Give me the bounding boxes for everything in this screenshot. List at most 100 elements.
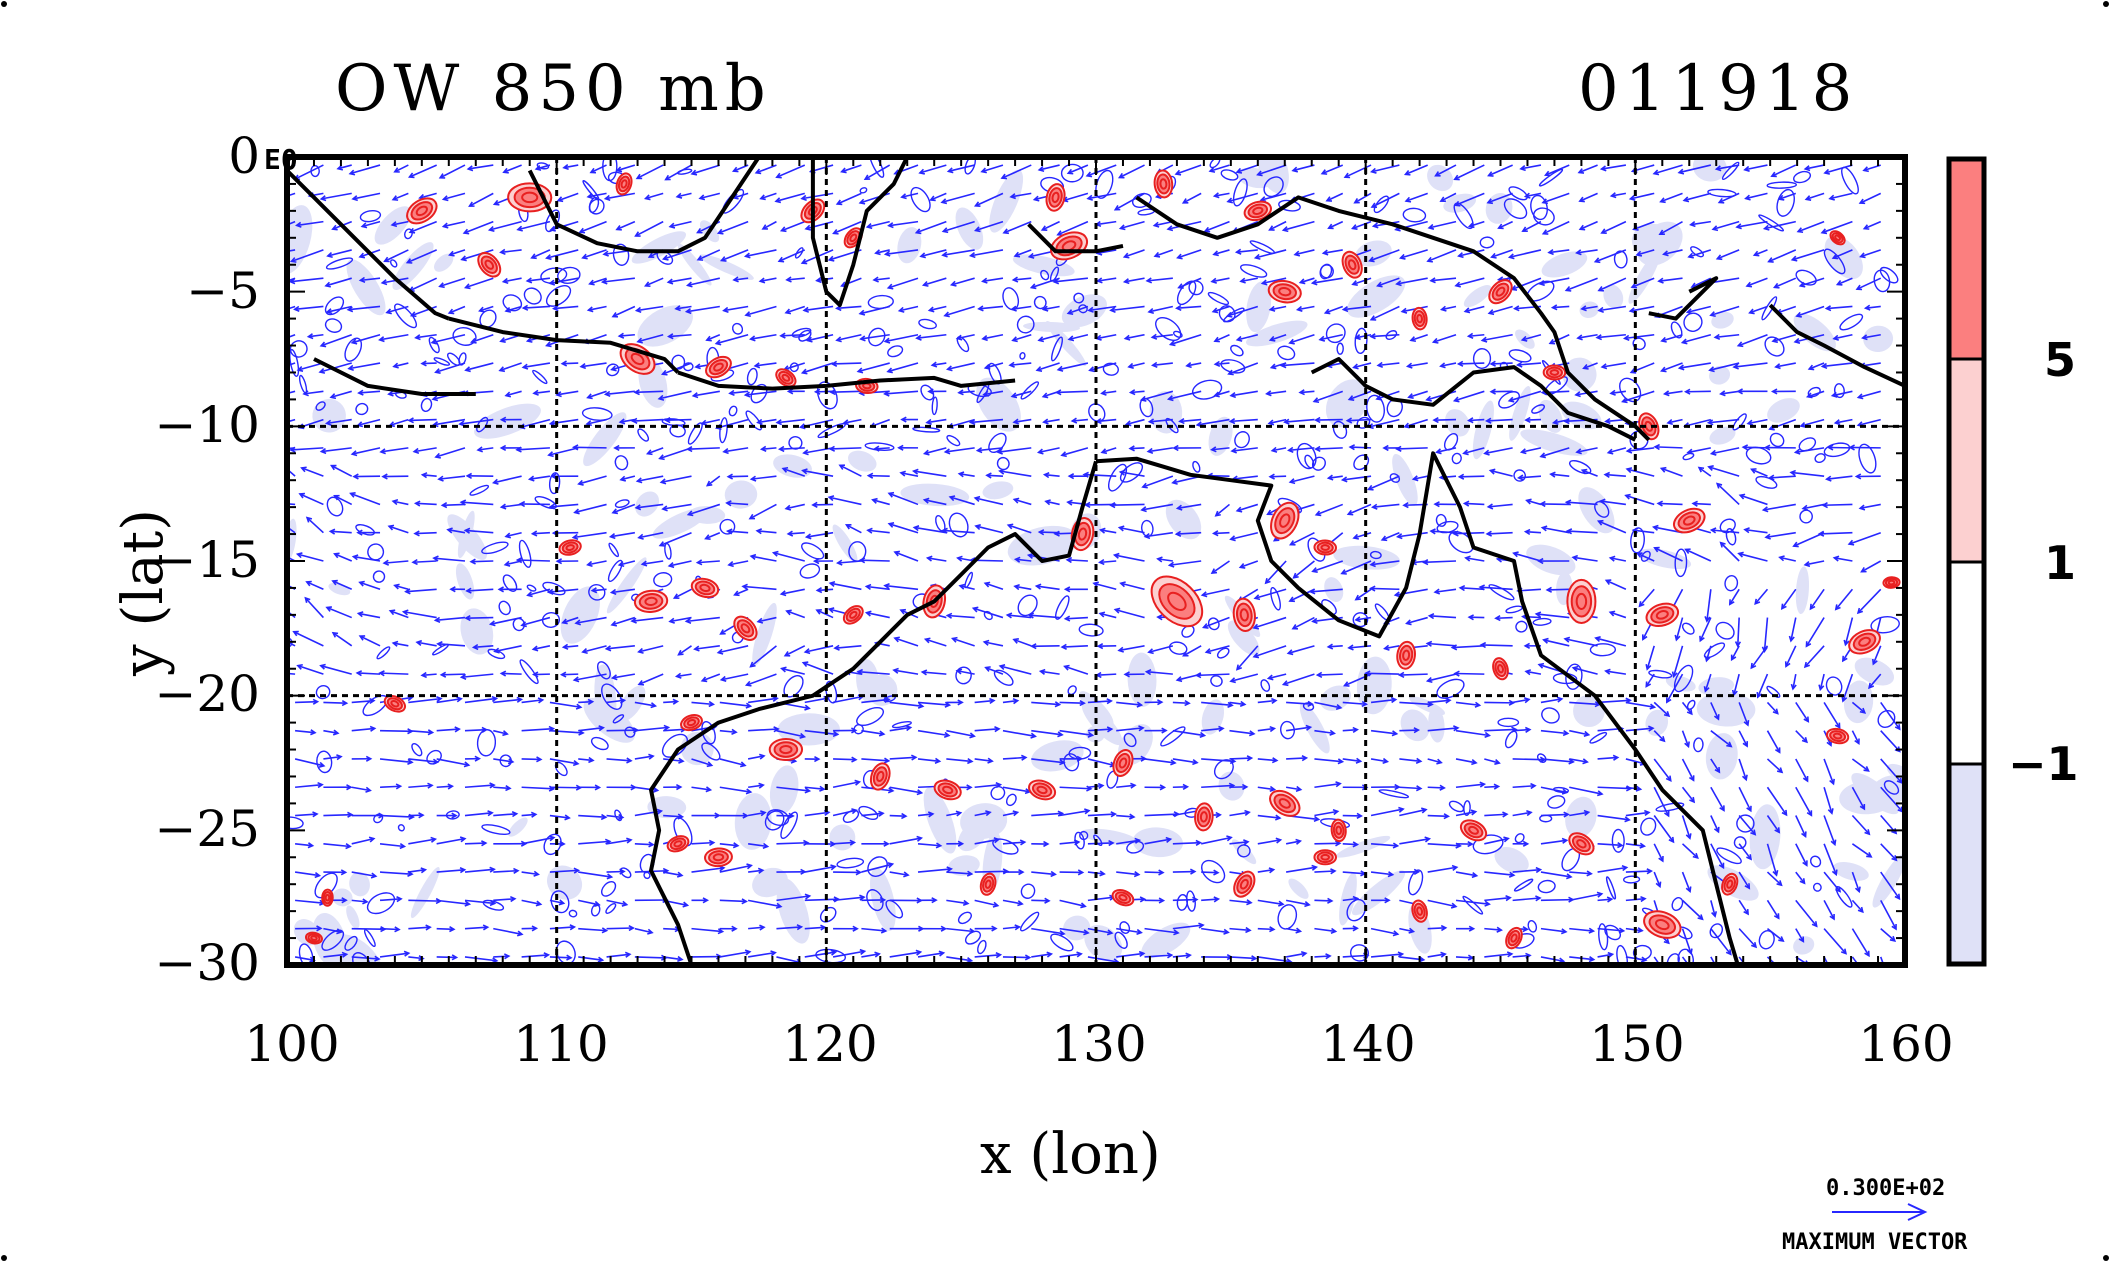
wind-vector xyxy=(830,360,862,367)
wind-vector xyxy=(918,164,947,175)
negative-contour xyxy=(487,648,506,660)
negative-contour xyxy=(1870,616,1900,634)
positive-vorticity-blob xyxy=(1672,507,1706,534)
wind-vector xyxy=(1706,418,1740,426)
wind-vector xyxy=(1455,871,1479,879)
wind-vector xyxy=(1519,447,1542,455)
wind-vector xyxy=(883,249,919,257)
wind-vector xyxy=(1054,389,1088,396)
wind-vector xyxy=(287,192,296,197)
wind-vector xyxy=(1174,530,1202,537)
wind-vector xyxy=(1380,531,1400,542)
wind-vector xyxy=(1609,192,1627,199)
wind-vector xyxy=(1147,645,1174,655)
coastline xyxy=(1648,276,1719,321)
negative-contour xyxy=(867,856,888,877)
wind-vector xyxy=(351,836,376,845)
wind-vector xyxy=(1096,643,1117,650)
wind-vector xyxy=(408,812,425,819)
colorbar-weak-positive xyxy=(1947,357,1986,564)
wind-vector xyxy=(1831,249,1853,260)
negative-shade-patch xyxy=(1046,320,1087,366)
wind-vector xyxy=(691,700,716,708)
wind-vector xyxy=(1321,249,1343,256)
wind-vector xyxy=(1229,783,1249,791)
negative-contour xyxy=(526,584,537,592)
wind-vector xyxy=(1483,447,1513,456)
wind-vector xyxy=(719,925,738,932)
wind-vector xyxy=(586,305,607,313)
wind-vector xyxy=(606,899,629,907)
negative-shade-patch xyxy=(346,905,360,929)
wind-vector xyxy=(1168,333,1202,347)
negative-contour xyxy=(1513,469,1526,482)
wind-vector xyxy=(464,755,481,762)
negative-contour xyxy=(1168,641,1188,655)
wind-vector xyxy=(1059,869,1085,876)
negative-contour xyxy=(314,872,338,899)
wind-vector xyxy=(1599,164,1627,172)
negative-contour xyxy=(512,617,526,632)
wind-vector xyxy=(1229,926,1252,934)
negative-contour xyxy=(964,157,976,175)
negative-contour xyxy=(596,661,611,680)
wind-vector xyxy=(1862,220,1882,230)
wind-vector xyxy=(1851,899,1864,914)
wind-vector xyxy=(1229,839,1250,846)
wind-vector xyxy=(1175,304,1202,312)
positive-vorticity-blob xyxy=(383,694,407,713)
negative-contour xyxy=(1139,397,1154,418)
negative-contour xyxy=(624,726,636,738)
negative-contour xyxy=(1793,170,1812,184)
positive-vorticity-blob xyxy=(1112,749,1134,777)
wind-vector xyxy=(1172,783,1190,791)
negative-contour xyxy=(1761,296,1778,321)
negative-contour xyxy=(664,542,672,560)
wind-vector xyxy=(1087,927,1114,936)
negative-contour xyxy=(1160,726,1186,747)
negative-contour xyxy=(1479,236,1495,249)
negative-contour xyxy=(1218,305,1236,323)
wind-vector xyxy=(1038,668,1060,675)
wind-vector xyxy=(1166,390,1202,402)
wind-vector xyxy=(1398,249,1428,260)
wind-vector xyxy=(549,701,583,710)
wind-vector xyxy=(448,249,466,257)
negative-contour xyxy=(1825,676,1843,696)
wind-vector xyxy=(1002,810,1020,817)
negative-shade-patch xyxy=(474,403,541,439)
negative-contour xyxy=(1451,452,1462,465)
wind-vector xyxy=(1464,555,1485,562)
negative-contour xyxy=(1049,266,1060,282)
wind-vector xyxy=(1569,870,1593,877)
wind-vector xyxy=(516,220,551,232)
wind-vector xyxy=(1141,475,1174,489)
wind-vector xyxy=(1128,445,1145,452)
negative-contour xyxy=(948,512,969,538)
wind-vector xyxy=(1860,560,1882,573)
negative-contour xyxy=(445,810,460,820)
negative-contour xyxy=(1531,404,1546,414)
wind-vector xyxy=(749,475,777,482)
wind-vector xyxy=(611,305,636,318)
wind-vector xyxy=(1270,446,1287,453)
negative-contour xyxy=(590,736,609,751)
wind-vector xyxy=(1368,249,1400,263)
wind-vector xyxy=(1462,500,1485,507)
wind-vector xyxy=(1868,673,1882,690)
wind-vector xyxy=(1314,953,1332,960)
wind-vector xyxy=(1011,333,1032,343)
wind-vector xyxy=(1427,784,1446,791)
positive-vorticity-blob xyxy=(842,605,864,625)
wind-vector xyxy=(463,277,494,290)
wind-vector xyxy=(1569,809,1591,817)
negative-contour xyxy=(1809,855,1822,868)
wind-vector xyxy=(1289,532,1315,546)
wind-vector xyxy=(1439,362,1457,369)
wind-vector xyxy=(705,475,721,487)
wind-vector xyxy=(1010,390,1032,399)
wind-vector xyxy=(1213,360,1230,367)
wind-vector xyxy=(609,588,635,596)
wind-vector xyxy=(1427,899,1458,909)
wind-vector xyxy=(1411,475,1428,482)
